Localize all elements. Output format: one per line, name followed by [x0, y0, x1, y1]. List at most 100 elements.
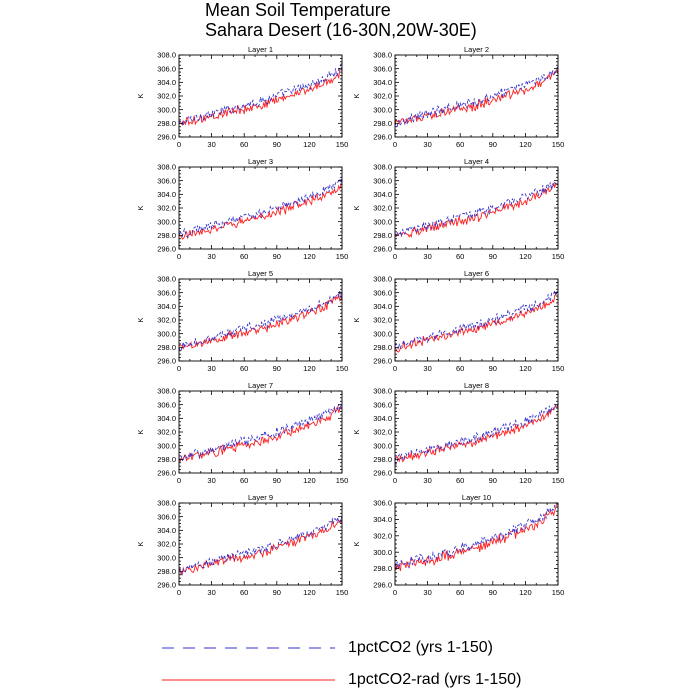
y-tick-label: 300.0 — [373, 441, 392, 450]
plot-frame — [178, 278, 343, 362]
panel-layer-5: Layer 5 K 0 30 60 90 120 150 296.0 298.0 300.0 302.… — [136, 269, 348, 373]
series-line-1pctCO2 — [394, 403, 559, 466]
y-tick-label: 306.0 — [157, 288, 176, 297]
y-tick-label: 298.0 — [157, 567, 176, 576]
panel-layer-8: Layer 8 K 0 30 60 90 120 150 296.0 298.0 300.0 302.… — [352, 381, 564, 485]
y-tick-label: 296.0 — [157, 469, 176, 478]
x-tick-label: 90 — [273, 364, 281, 373]
x-tick-label: 0 — [393, 588, 397, 597]
series-line-1pctCO2 — [394, 289, 559, 350]
x-tick-label: 90 — [489, 476, 497, 485]
series-line-1pctCO2-rad — [178, 406, 343, 463]
y-tick-label: 298.0 — [157, 231, 176, 240]
y-tick-label: 306.0 — [373, 499, 392, 508]
series-line-1pctCO2-rad — [394, 402, 559, 463]
plot-frame — [178, 54, 343, 138]
x-tick-label: 0 — [177, 140, 181, 149]
y-axis-label: K — [352, 429, 361, 434]
x-tick-label: 150 — [336, 140, 349, 149]
series-line-1pctCO2-rad — [394, 68, 559, 125]
y-axis-label: K — [136, 205, 145, 210]
series-line-1pctCO2 — [178, 63, 343, 128]
panel-title: Layer 3 — [248, 157, 273, 166]
x-tick-label: 60 — [240, 252, 248, 261]
x-tick-label: 90 — [489, 588, 497, 597]
legend-swatch-dashed — [162, 647, 335, 649]
x-tick-label: 150 — [336, 364, 349, 373]
x-tick-label: 150 — [336, 476, 349, 485]
y-tick-label: 298.0 — [373, 231, 392, 240]
y-tick-label: 298.0 — [157, 343, 176, 352]
x-tick-label: 30 — [207, 140, 215, 149]
y-tick-label: 304.0 — [373, 190, 392, 199]
panel-layer-10: Layer 10 K 0 30 60 90 120 150 296.0 298.0 300.0 302… — [352, 493, 564, 597]
x-tick-label: 90 — [273, 588, 281, 597]
y-tick-label: 304.0 — [373, 414, 392, 423]
x-tick-label: 30 — [423, 364, 431, 373]
y-tick-label: 304.0 — [373, 78, 392, 87]
y-tick-label: 302.0 — [157, 316, 176, 325]
legend-item-1pctCO2-rad: 1pctCO2-rad (yrs 1-150) — [160, 668, 540, 692]
y-tick-label: 302.0 — [157, 92, 176, 101]
plot-frame — [394, 390, 559, 474]
y-tick-label: 298.0 — [373, 455, 392, 464]
y-tick-label: 298.0 — [373, 343, 392, 352]
x-tick-label: 30 — [207, 476, 215, 485]
y-tick-label: 306.0 — [373, 400, 392, 409]
series-line-1pctCO2-rad — [394, 501, 559, 572]
series-line-1pctCO2 — [394, 502, 559, 570]
x-tick-label: 90 — [489, 140, 497, 149]
panel-title: Layer 10 — [462, 493, 491, 502]
x-tick-label: 120 — [303, 140, 316, 149]
x-tick-label: 30 — [207, 252, 215, 261]
legend-label-1pctCO2-rad: 1pctCO2-rad (yrs 1-150) — [348, 671, 522, 688]
x-tick-label: 120 — [519, 140, 532, 149]
y-tick-label: 304.0 — [157, 302, 176, 311]
y-tick-label: 308.0 — [373, 51, 392, 60]
x-tick-label: 150 — [336, 252, 349, 261]
panel-layer-2: Layer 2 K 0 30 60 90 120 150 296.0 298.0 300.0 302.… — [352, 45, 564, 149]
x-tick-label: 0 — [393, 476, 397, 485]
series-line-1pctCO2-rad — [178, 68, 343, 127]
y-tick-label: 300.0 — [373, 217, 392, 226]
y-tick-label: 300.0 — [373, 329, 392, 338]
y-tick-label: 308.0 — [373, 275, 392, 284]
y-tick-label: 304.0 — [157, 190, 176, 199]
y-axis-label: K — [136, 541, 145, 546]
y-tick-label: 296.0 — [157, 133, 176, 142]
x-tick-label: 120 — [303, 252, 316, 261]
x-tick-label: 90 — [489, 364, 497, 373]
y-tick-label: 308.0 — [373, 163, 392, 172]
y-tick-label: 306.0 — [373, 288, 392, 297]
panel-title: Layer 2 — [464, 45, 489, 54]
y-tick-label: 306.0 — [157, 176, 176, 185]
x-tick-label: 0 — [393, 140, 397, 149]
x-tick-label: 150 — [336, 588, 349, 597]
chart-title-line1: Mean Soil Temperature — [205, 0, 391, 20]
y-tick-label: 304.0 — [373, 302, 392, 311]
y-tick-label: 296.0 — [373, 133, 392, 142]
y-tick-label: 302.0 — [373, 428, 392, 437]
series-line-1pctCO2 — [178, 176, 343, 239]
plot-frame — [178, 166, 343, 250]
y-tick-label: 296.0 — [157, 581, 176, 590]
legend: 1pctCO2 (yrs 1-150) 1pctCO2-rad (yrs 1-1… — [160, 636, 540, 696]
y-tick-label: 302.0 — [373, 92, 392, 101]
x-tick-label: 90 — [273, 252, 281, 261]
y-tick-label: 308.0 — [157, 275, 176, 284]
y-tick-label: 296.0 — [373, 245, 392, 254]
y-tick-label: 300.0 — [157, 105, 176, 114]
x-tick-label: 150 — [552, 364, 565, 373]
y-axis-label: K — [352, 317, 361, 322]
y-tick-label: 300.0 — [373, 105, 392, 114]
y-tick-label: 300.0 — [157, 441, 176, 450]
plot-frame — [394, 166, 559, 250]
y-tick-label: 308.0 — [157, 163, 176, 172]
x-tick-label: 60 — [456, 364, 464, 373]
x-tick-label: 150 — [552, 140, 565, 149]
y-tick-label: 306.0 — [157, 512, 176, 521]
y-axis-label: K — [136, 93, 145, 98]
y-tick-label: 302.0 — [373, 316, 392, 325]
y-tick-label: 298.0 — [157, 119, 176, 128]
